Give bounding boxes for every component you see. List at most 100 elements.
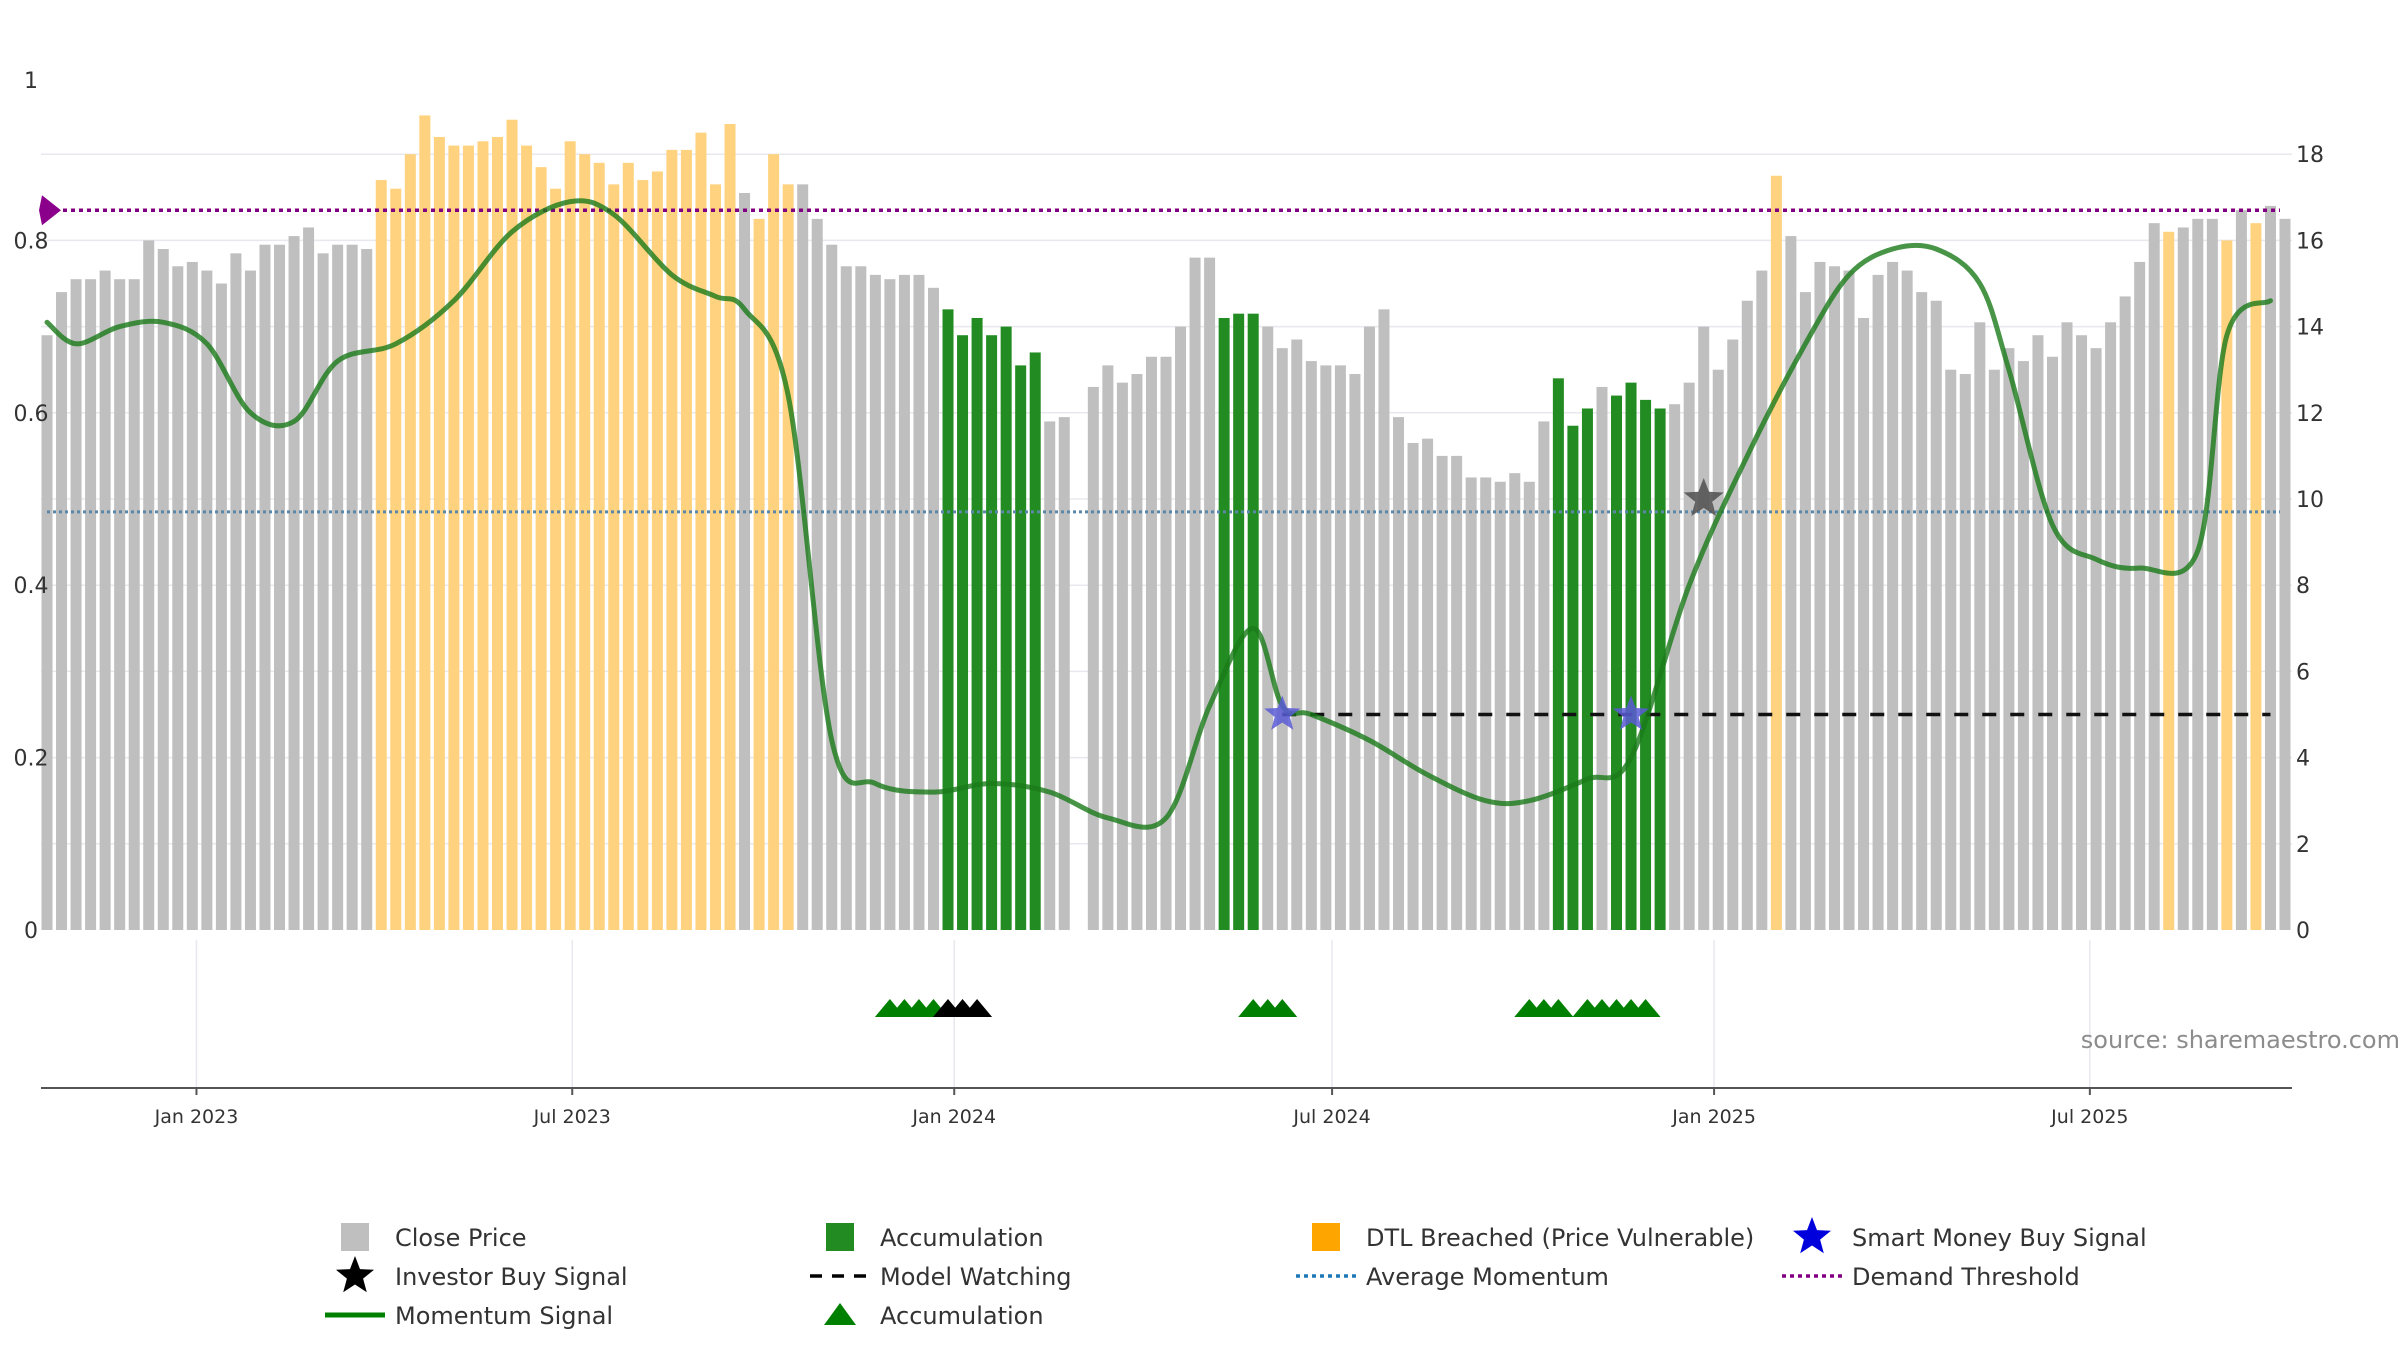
price-bar-141 (2090, 348, 2102, 930)
price-bar-152 (2250, 223, 2262, 930)
price-bar-62 (942, 309, 954, 930)
legend-item-3: Smart Money Buy Signal (1793, 1217, 2147, 1254)
price-bar-68 (1029, 352, 1041, 931)
legend-item-0: Close Price (341, 1223, 527, 1252)
price-bar-138 (2046, 356, 2058, 930)
price-bar-123 (1828, 266, 1840, 930)
price-bar-51 (782, 184, 794, 930)
price-bar-21 (346, 244, 358, 930)
price-bar-92 (1378, 309, 1390, 930)
legend-label-1: Accumulation (880, 1224, 1044, 1252)
price-bar-86 (1291, 339, 1303, 930)
investor-buy-star-0 (1683, 478, 1724, 516)
price-bar-36 (564, 141, 576, 930)
price-bar-89 (1334, 365, 1346, 930)
price-bar-19 (317, 253, 329, 930)
legend-label-8: Momentum Signal (395, 1302, 613, 1330)
legend-label-4: Investor Buy Signal (395, 1263, 628, 1291)
price-bar-84 (1262, 326, 1274, 931)
price-bar-124 (1843, 270, 1855, 930)
legend-item-9: Accumulation (824, 1302, 1044, 1330)
price-bar-4 (99, 270, 111, 930)
y-right-tick-label-4: 8 (2296, 574, 2310, 599)
price-bar-118 (1756, 270, 1768, 930)
price-bar-18 (303, 227, 315, 931)
price-bar-24 (390, 188, 402, 930)
accumulation-triangle-9 (1543, 999, 1574, 1017)
price-bar-46 (709, 184, 721, 930)
price-bar-102 (1523, 481, 1535, 930)
price-bar-134 (1988, 369, 2000, 930)
price-bar-81 (1218, 317, 1230, 931)
price-bar-91 (1363, 326, 1375, 931)
legend-label-2: DTL Breached (Price Vulnerable) (1366, 1224, 1754, 1252)
price-bar-33 (521, 145, 533, 930)
price-bar-135 (2003, 348, 2015, 930)
legend: Close Price Accumulation DTL Breached (Pri… (325, 1217, 2147, 1330)
price-bar-27 (433, 136, 445, 930)
price-bar-26 (419, 115, 431, 930)
price-bar-29 (462, 145, 474, 930)
price-bar-88 (1320, 365, 1332, 930)
price-bar-142 (2105, 322, 2117, 930)
price-bar-28 (448, 145, 460, 930)
accumulation-triangle-dark-2 (962, 999, 993, 1017)
price-bar-154 (2279, 218, 2291, 931)
x-tick-label-1: Jul 2023 (533, 1106, 611, 1128)
price-bar-95 (1422, 438, 1434, 930)
price-bar-114 (1698, 326, 1710, 931)
price-bar-49 (753, 218, 765, 931)
legend-swatch-0 (341, 1223, 369, 1251)
momentum-signal-line (44, 198, 2273, 830)
price-bar-149 (2206, 218, 2218, 931)
price-bar-117 (1741, 300, 1753, 930)
price-bar-56 (855, 266, 867, 930)
price-bar-76 (1145, 356, 1157, 930)
price-bar-25 (404, 154, 416, 930)
legend-swatch-1 (826, 1223, 854, 1251)
price-bar-150 (2221, 240, 2233, 930)
price-bar-12 (215, 283, 227, 930)
price-bar-130 (1930, 300, 1942, 930)
price-bar-128 (1901, 270, 1913, 930)
legend-star-icon-3 (1793, 1217, 1831, 1254)
y-left-tick-label-2: 0.4 (14, 574, 49, 599)
price-bar-110 (1640, 399, 1652, 930)
legend-label-3: Smart Money Buy Signal (1852, 1224, 2147, 1252)
price-bar-5 (114, 279, 126, 930)
price-bar-32 (506, 119, 518, 931)
price-bar-14 (244, 270, 256, 930)
price-bar-122 (1814, 261, 1826, 930)
y-left-tick-label-0: 0 (24, 919, 38, 944)
demand-threshold-marker (39, 195, 61, 226)
legend-item-8: Momentum Signal (325, 1302, 613, 1330)
price-bar-7 (143, 240, 155, 930)
price-bar-140 (2076, 335, 2088, 931)
close-price-bars (41, 115, 2291, 931)
y-right-tick-label-7: 14 (2296, 316, 2324, 341)
price-bar-137 (2032, 335, 2044, 931)
price-bar-100 (1494, 481, 1506, 930)
price-bar-90 (1349, 374, 1361, 930)
legend-item-2: DTL Breached (Price Vulnerable) (1312, 1223, 1754, 1252)
smart-money-buy-star-0 (1264, 695, 1301, 730)
price-bar-69 (1044, 421, 1056, 930)
price-bar-77 (1160, 356, 1172, 930)
legend-label-9: Accumulation (880, 1302, 1044, 1330)
price-bar-37 (579, 154, 591, 930)
y-left-tick-label-3: 0.6 (14, 402, 49, 427)
price-bar-57 (869, 274, 881, 930)
price-bar-23 (375, 180, 387, 930)
price-bar-127 (1887, 261, 1899, 930)
price-bar-94 (1407, 442, 1419, 930)
price-bar-74 (1116, 382, 1128, 930)
price-bar-52 (797, 184, 809, 930)
price-bar-40 (622, 162, 634, 930)
price-bar-99 (1480, 477, 1492, 930)
price-bar-151 (2235, 210, 2247, 931)
price-bar-143 (2119, 296, 2131, 930)
price-bar-136 (2017, 361, 2029, 931)
price-bar-47 (724, 124, 736, 930)
price-bar-1 (56, 292, 68, 930)
